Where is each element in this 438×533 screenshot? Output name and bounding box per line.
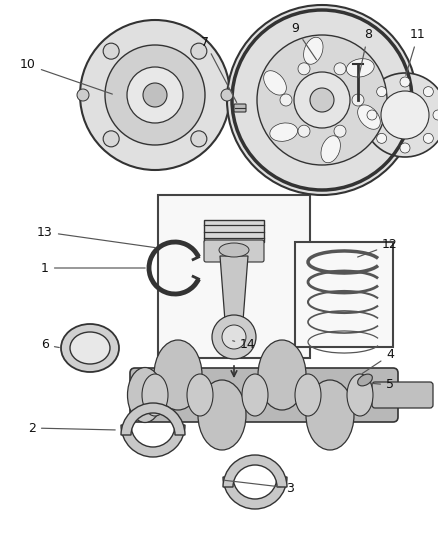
Circle shape (103, 43, 119, 59)
Circle shape (310, 88, 334, 112)
Text: 6: 6 (41, 338, 59, 351)
Circle shape (143, 83, 167, 107)
FancyBboxPatch shape (158, 195, 310, 358)
FancyBboxPatch shape (130, 368, 398, 422)
Ellipse shape (347, 374, 373, 416)
Circle shape (400, 77, 410, 87)
Text: 9: 9 (291, 21, 316, 60)
Wedge shape (121, 425, 185, 457)
Circle shape (221, 89, 233, 101)
Ellipse shape (306, 380, 354, 450)
Circle shape (212, 315, 256, 359)
Circle shape (381, 91, 429, 139)
Text: 8: 8 (359, 28, 372, 77)
Ellipse shape (127, 367, 162, 423)
Ellipse shape (358, 105, 380, 130)
Ellipse shape (70, 332, 110, 364)
Ellipse shape (304, 37, 323, 64)
Circle shape (222, 325, 246, 349)
Text: 10: 10 (20, 59, 113, 94)
Circle shape (280, 94, 292, 106)
Ellipse shape (321, 136, 340, 163)
Circle shape (294, 72, 350, 128)
Circle shape (80, 20, 230, 170)
FancyBboxPatch shape (234, 104, 246, 112)
Circle shape (334, 63, 346, 75)
Ellipse shape (154, 340, 202, 410)
Ellipse shape (264, 71, 286, 95)
Ellipse shape (346, 59, 374, 77)
Circle shape (191, 43, 207, 59)
Text: 11: 11 (406, 28, 426, 75)
Polygon shape (220, 256, 248, 321)
Ellipse shape (258, 340, 306, 410)
FancyBboxPatch shape (372, 382, 433, 408)
Circle shape (367, 110, 377, 120)
Ellipse shape (358, 374, 372, 386)
Text: 1: 1 (41, 262, 145, 274)
Circle shape (191, 131, 207, 147)
Circle shape (334, 125, 346, 137)
Circle shape (103, 131, 119, 147)
Circle shape (227, 5, 417, 195)
Text: 5: 5 (371, 378, 394, 392)
Ellipse shape (187, 374, 213, 416)
Ellipse shape (242, 374, 268, 416)
Ellipse shape (295, 374, 321, 416)
Circle shape (352, 94, 364, 106)
Text: 7: 7 (201, 36, 237, 102)
Circle shape (377, 87, 387, 96)
FancyBboxPatch shape (204, 240, 264, 262)
Ellipse shape (142, 374, 168, 416)
Circle shape (433, 110, 438, 120)
Text: 13: 13 (37, 225, 155, 248)
Circle shape (424, 133, 433, 143)
Circle shape (298, 63, 310, 75)
FancyBboxPatch shape (295, 242, 393, 347)
Text: 2: 2 (28, 422, 115, 434)
Wedge shape (223, 455, 287, 487)
Text: 4: 4 (362, 349, 394, 374)
Circle shape (363, 73, 438, 157)
Circle shape (298, 125, 310, 137)
Circle shape (127, 67, 183, 123)
Text: 3: 3 (225, 480, 294, 495)
Text: 12: 12 (357, 238, 398, 257)
Ellipse shape (219, 243, 249, 257)
Circle shape (77, 89, 89, 101)
Circle shape (377, 133, 387, 143)
Bar (204, 220, 264, 242)
Wedge shape (223, 477, 287, 509)
Ellipse shape (198, 380, 246, 450)
Circle shape (424, 87, 433, 96)
Circle shape (105, 45, 205, 145)
Wedge shape (121, 403, 185, 435)
Circle shape (400, 143, 410, 153)
Circle shape (257, 35, 387, 165)
Ellipse shape (61, 324, 119, 372)
Text: 14: 14 (233, 338, 256, 351)
Ellipse shape (270, 123, 297, 141)
